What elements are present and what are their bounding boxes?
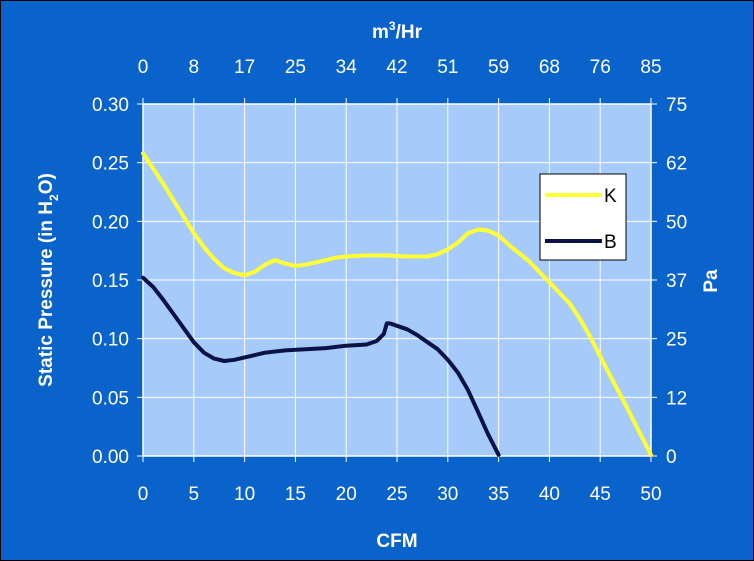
y2-tick-label: 50 [666,212,687,233]
legend-label-b: B [604,232,617,253]
x-tick-label: 15 [285,484,306,505]
legend-label-k: K [604,186,617,207]
x2-tick-label: 76 [590,57,611,78]
x-tick-label: 50 [640,484,661,505]
x-tick-label: 20 [336,484,357,505]
y-tick-label: 0.20 [92,212,129,233]
y2-tick-labels: 0 12 25 37 50 62 75 [666,95,687,468]
y-tick-label: 0.25 [92,154,129,175]
x2-tick-label: 85 [640,57,661,78]
x2-tick-label: 34 [336,57,358,78]
legend-box [539,173,627,261]
y-axis-title: Static Pressure (in H2O) [36,173,61,387]
grid [143,104,651,456]
x-tick-label: 25 [386,484,407,505]
y2-tick-label: 62 [666,154,687,175]
series-line-b [141,275,501,457]
x-tick-label: 40 [539,484,560,505]
series-lines [141,151,653,457]
x2-tick-label: 51 [437,57,458,78]
x2-tick-label: 17 [234,57,255,78]
x2-tick-label: 8 [189,57,200,78]
x-axis-title: CFM [376,531,417,552]
x-tick-labels: 0 5 10 15 20 25 30 35 40 45 50 [138,484,662,505]
x2-axis-title: m3/Hr [372,19,423,43]
legend: K B [539,173,627,261]
series-line-k [141,151,653,457]
y2-tick-label: 0 [666,447,677,468]
y2-tick-label: 75 [666,95,687,116]
x-tick-label: 0 [138,484,149,505]
y2-tick-label: 25 [666,330,687,351]
x2-tick-label: 25 [285,57,306,78]
y-tick-label: 0.00 [92,447,129,468]
x-tick-label: 10 [234,484,255,505]
x2-tick-labels: 0 8 17 25 34 42 51 59 68 76 85 [138,57,662,78]
x-tick-label: 45 [590,484,611,505]
y2-axis-title: Pa [701,269,722,293]
x2-tick-label: 59 [488,57,509,78]
y2-tick-label: 12 [666,388,687,409]
x2-tick-label: 42 [386,57,407,78]
y-tick-label: 0.30 [92,95,129,116]
y-tick-label: 0.10 [92,330,129,351]
x-tick-label: 5 [189,484,200,505]
y-tick-labels: 0.00 0.05 0.10 0.15 0.20 0.25 0.30 [92,95,129,468]
x2-tick-label: 68 [539,57,560,78]
x-tick-label: 35 [488,484,509,505]
x-tick-label: 30 [437,484,458,505]
x2-tick-label: 0 [138,57,149,78]
y2-tick-label: 37 [666,271,687,292]
y-tick-label: 0.15 [92,271,129,292]
y-tick-label: 0.05 [92,388,129,409]
